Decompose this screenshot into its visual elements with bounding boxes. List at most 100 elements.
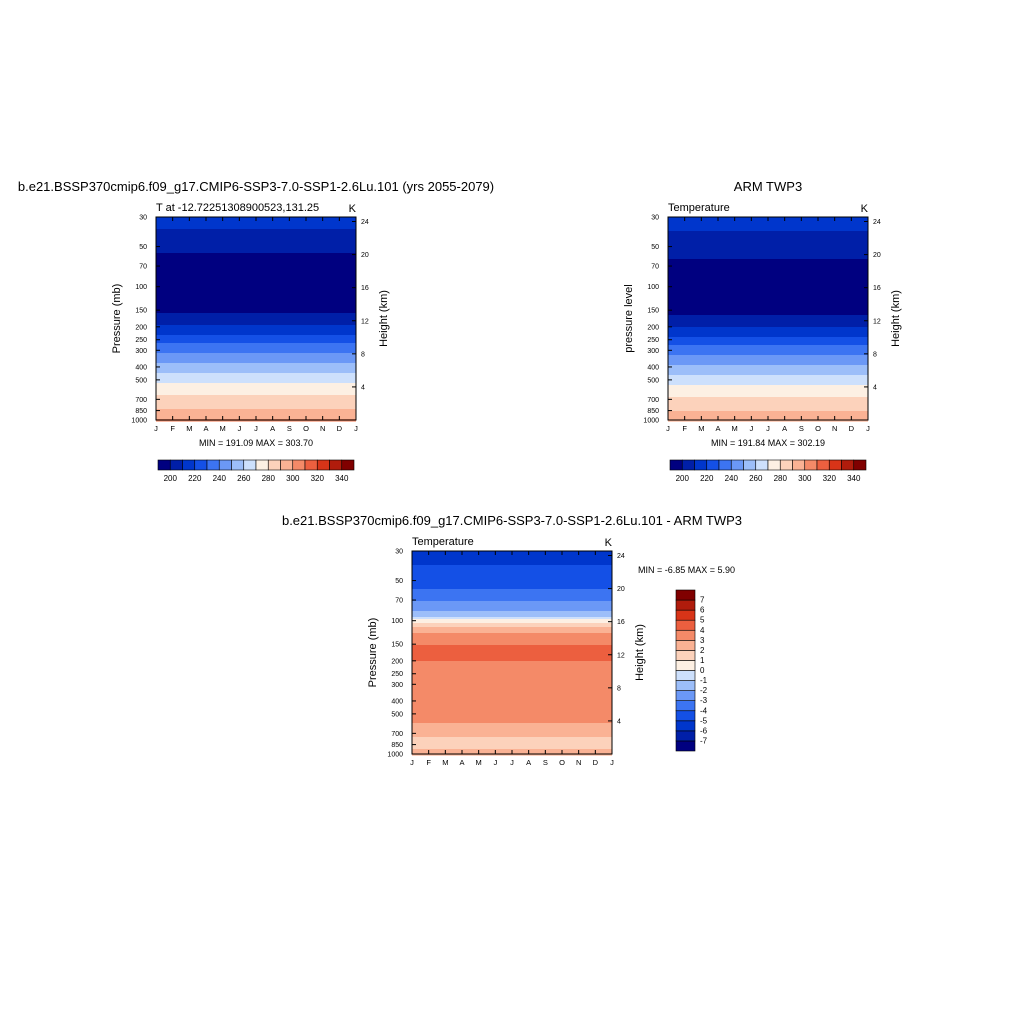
colorbar-tick-label: -1 <box>700 676 708 685</box>
contour-band <box>668 385 868 388</box>
contour-band <box>668 319 868 322</box>
x-tick-label: J <box>410 758 414 767</box>
contour-band <box>156 279 356 282</box>
contour-band <box>156 371 356 374</box>
contour-band <box>156 231 356 234</box>
contour-band <box>668 221 868 224</box>
contour-band <box>668 299 868 302</box>
contour-band <box>412 583 612 586</box>
contour-band <box>156 389 356 392</box>
contour-band <box>412 669 612 672</box>
contour-band <box>412 629 612 632</box>
colorbar-swatch <box>755 459 769 471</box>
contour-band <box>668 377 868 380</box>
contour-band <box>156 277 356 280</box>
y-axis-label: Pressure (mb) <box>367 618 379 688</box>
contour-band <box>668 285 868 288</box>
plot-area-model: J F M A M J J A S O N D J 30 50 70 100 150 200 250 300 400 500… <box>111 215 390 434</box>
contour-band <box>412 733 612 736</box>
contour-band <box>412 701 612 704</box>
contour-band <box>412 747 612 750</box>
contour-band <box>668 335 868 338</box>
contour-band <box>412 605 612 608</box>
colorbar-tick-label: 260 <box>749 474 763 483</box>
y-tick-label: 700 <box>135 397 147 404</box>
contour-band <box>156 385 356 388</box>
x-tick-label: J <box>354 424 358 433</box>
colorbar-swatch <box>718 459 732 471</box>
contour-band <box>668 227 868 230</box>
contour-band <box>668 373 868 376</box>
contour-band <box>668 337 868 340</box>
contour-band <box>156 265 356 268</box>
contour-band <box>412 681 612 684</box>
contour-band <box>668 381 868 384</box>
contour-band <box>412 579 612 582</box>
contour-band <box>156 413 356 416</box>
contour-band <box>668 339 868 342</box>
y-tick-label: 150 <box>135 308 147 315</box>
colorbar-tick-label: -3 <box>700 696 708 705</box>
x-tick-label: J <box>254 424 258 433</box>
contour-band <box>156 407 356 410</box>
y-tick-label: 100 <box>647 284 659 291</box>
contour-band <box>412 715 612 718</box>
contour-band <box>412 673 612 676</box>
contour-band <box>156 233 356 236</box>
contour-band <box>668 233 868 236</box>
contour-band <box>156 321 356 324</box>
contour-band <box>412 729 612 732</box>
contour-band <box>156 353 356 356</box>
contour-band <box>668 275 868 278</box>
y-tick-label: 850 <box>647 408 659 415</box>
contour-band <box>412 691 612 694</box>
x-tick-label: J <box>610 758 614 767</box>
x-tick-label: J <box>493 758 497 767</box>
contour-band <box>412 563 612 566</box>
x-tick-label: D <box>337 424 343 433</box>
y2-tick-label: 24 <box>617 553 625 560</box>
colorbar-swatch <box>267 459 281 471</box>
contour-band <box>412 679 612 682</box>
colorbar-swatch <box>182 459 196 471</box>
contour-band <box>412 601 612 604</box>
x-tick-label: O <box>559 758 565 767</box>
colorbar-swatch <box>675 730 696 742</box>
contour-band <box>156 345 356 348</box>
y-tick-label: 250 <box>647 337 659 344</box>
y-tick-label: 850 <box>135 408 147 415</box>
contour-band <box>156 325 356 328</box>
panel-diff: b.e21.BSSP370cmip6.f09_g17.CMIP6-SSP3-7.… <box>282 513 742 767</box>
contour-band <box>412 557 612 560</box>
contour-band <box>412 597 612 600</box>
colorbar-swatch <box>255 459 269 471</box>
contour-band <box>412 683 612 686</box>
x-tick-label: A <box>526 758 531 767</box>
contour-band <box>156 251 356 254</box>
contour-band <box>412 663 612 666</box>
contour-band <box>412 569 612 572</box>
colorbar-swatch <box>675 740 696 752</box>
x-tick-label: J <box>666 424 670 433</box>
contour-band <box>668 361 868 364</box>
y-tick-label: 500 <box>647 377 659 384</box>
left-label-model: T at -12.72251308900523,131.25 <box>156 202 319 214</box>
contour-band <box>412 631 612 634</box>
y2-tick-label: 4 <box>361 384 365 391</box>
contour-band <box>668 317 868 320</box>
colorbar-swatch <box>706 459 720 471</box>
contour-band <box>668 387 868 390</box>
colorbar-tick-label: -4 <box>700 706 708 715</box>
contour-band <box>412 561 612 564</box>
contour-band <box>156 401 356 404</box>
contour-band <box>668 297 868 300</box>
colorbar-swatch <box>675 589 696 601</box>
contour-band <box>668 389 868 392</box>
colorbar-swatch <box>669 459 683 471</box>
x-tick-label: J <box>510 758 514 767</box>
contour-band <box>156 369 356 372</box>
contour-band <box>412 635 612 638</box>
colorbar-swatch <box>341 459 355 471</box>
contour-band <box>156 339 356 342</box>
